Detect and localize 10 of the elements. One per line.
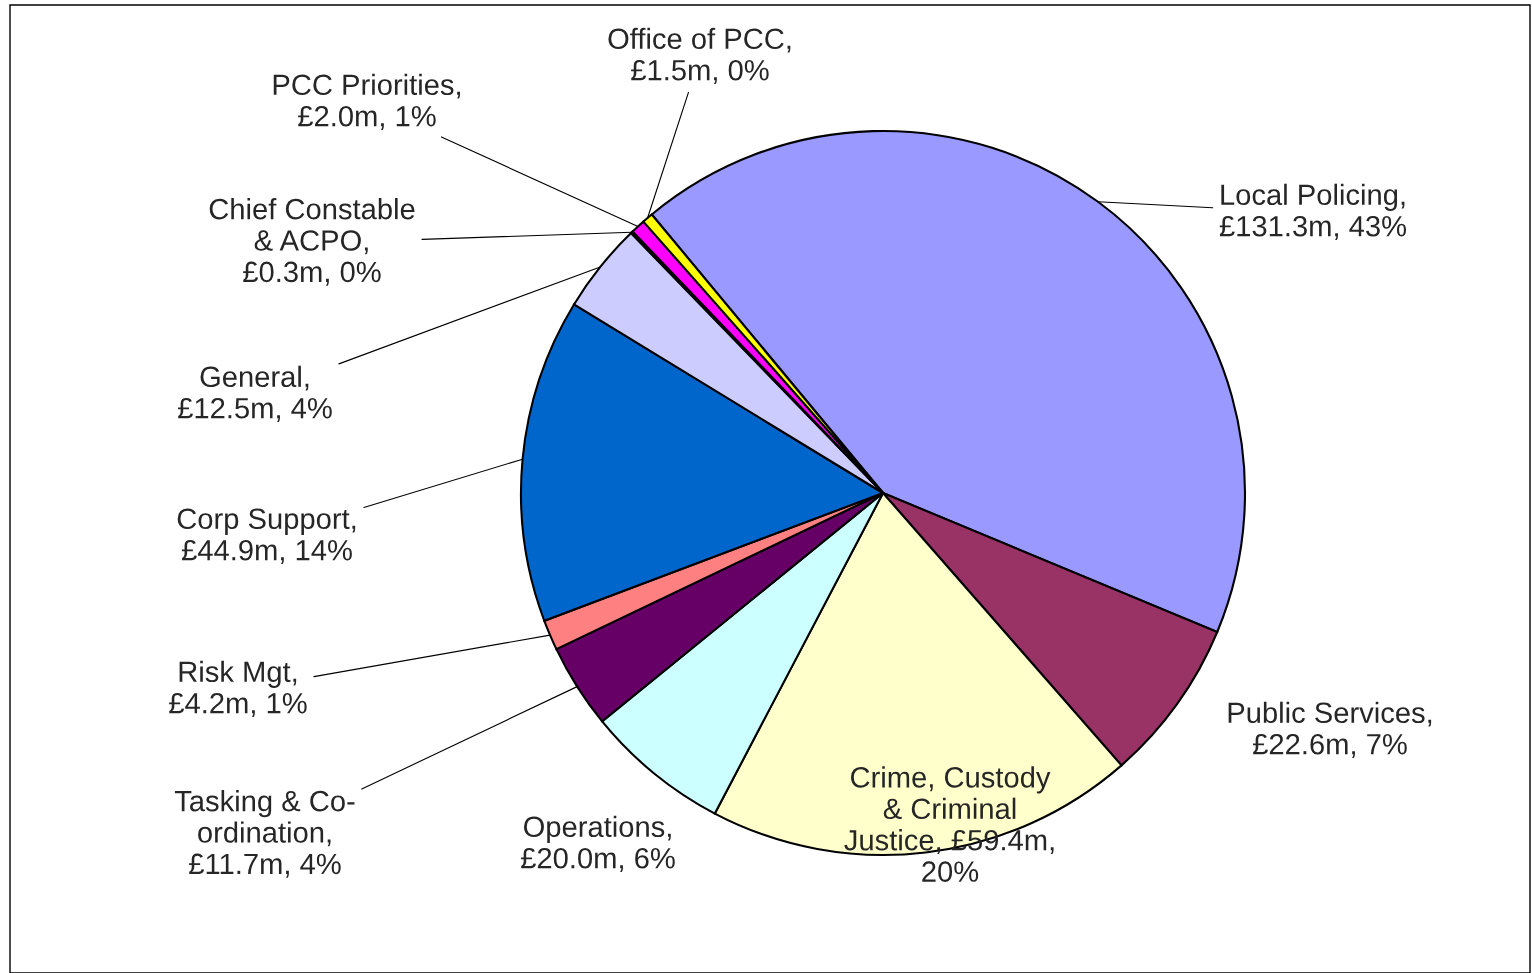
- slice-label: General, £12.5m, 4%: [178, 365, 332, 422]
- slice-label: Chief Constable & ACPO, £0.3m, 0%: [209, 197, 415, 286]
- slice-label: Operations, £20.0m, 6%: [521, 815, 675, 872]
- slice-label: PCC Priorities, £2.0m, 1%: [273, 73, 460, 130]
- slice-label: Tasking & Co- ordination, £11.7m, 4%: [174, 789, 355, 878]
- slice-label: Local Policing, £131.3m, 43%: [1219, 183, 1407, 240]
- slice-label: Public Services, £22.6m, 7%: [1228, 701, 1432, 758]
- slice-label: Corp Support, £44.9m, 14%: [177, 508, 356, 564]
- slice-label: Office of PCC, £1.5m, 0%: [608, 27, 791, 84]
- slice-label: Risk Mgt, £4.2m, 1%: [169, 660, 307, 717]
